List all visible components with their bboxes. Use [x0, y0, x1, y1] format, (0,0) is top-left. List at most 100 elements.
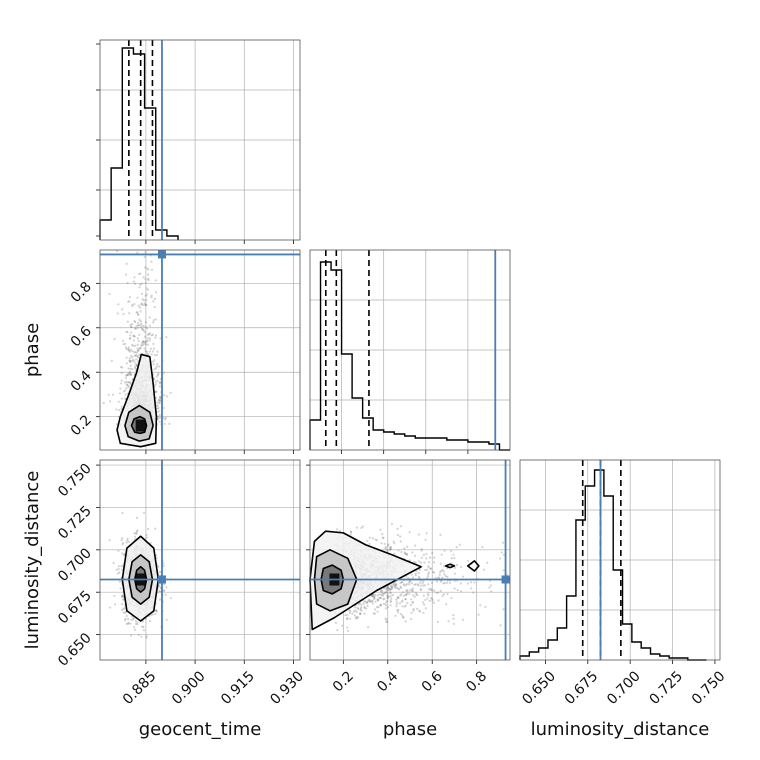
sample-point [354, 609, 357, 612]
sample-point [348, 609, 351, 612]
sample-point [140, 326, 143, 329]
sample-point [124, 273, 128, 276]
sample-point [440, 570, 443, 573]
sample-point [122, 595, 125, 598]
sample-point [438, 573, 441, 576]
sample-point [128, 300, 131, 303]
sample-point [404, 620, 407, 623]
sample-point [120, 603, 124, 606]
sample-point [438, 571, 442, 574]
sample-point [459, 582, 462, 585]
sample-point [113, 338, 116, 341]
sample-point [146, 267, 149, 270]
sample-point [401, 590, 405, 594]
sample-point [142, 299, 146, 302]
sample-point [363, 612, 366, 615]
sample-point [144, 343, 147, 346]
sample-point [389, 591, 392, 594]
sample-point [135, 324, 138, 327]
sample-point [133, 360, 136, 363]
sample-point [418, 568, 422, 571]
sample-point [123, 619, 127, 622]
sample-point [135, 530, 139, 533]
sample-point [138, 324, 141, 327]
sample-point [144, 340, 147, 343]
sample-point [396, 533, 400, 537]
sample-point [455, 563, 458, 567]
sample-point [442, 565, 446, 568]
sample-point [418, 610, 422, 613]
sample-point [154, 380, 157, 383]
sample-point [363, 605, 366, 608]
sample-point [159, 382, 162, 385]
sample-point [420, 548, 423, 551]
sample-point [422, 594, 425, 597]
sample-point [126, 374, 129, 377]
sample-point [423, 561, 426, 564]
sample-point [155, 609, 158, 612]
sample-point [381, 594, 384, 597]
sample-point [131, 343, 134, 347]
y-tick-label: 0.8 [68, 279, 95, 306]
sample-point [143, 266, 147, 269]
sample-point [158, 398, 161, 402]
sample-point [135, 351, 138, 354]
histogram-phase [309, 250, 510, 454]
sample-point [137, 340, 140, 343]
sample-point [395, 583, 398, 586]
panel-frame [99, 39, 301, 241]
sample-point [158, 401, 161, 404]
sample-point [158, 590, 161, 593]
sample-point [102, 401, 105, 405]
sample-point [142, 276, 145, 279]
sample-point [453, 572, 456, 575]
sample-point [137, 272, 141, 276]
sample-point [498, 557, 502, 560]
density-peak [135, 419, 146, 432]
sample-point [122, 607, 125, 610]
sample-point [385, 586, 388, 589]
sample-point [153, 378, 156, 381]
sample-point [131, 378, 134, 381]
sample-point [373, 608, 377, 611]
sample-point [403, 551, 406, 554]
sample-point [427, 572, 430, 575]
sample-point [153, 354, 156, 357]
sample-point [390, 586, 394, 589]
sample-point [145, 340, 148, 343]
sample-point [127, 349, 130, 352]
sample-point [426, 565, 430, 568]
sample-point [375, 606, 379, 609]
sample-point [154, 367, 158, 370]
y-tick-label: 0.725 [55, 503, 95, 543]
histogram-geocent_time [96, 40, 300, 244]
sample-point [143, 347, 146, 350]
sample-point [127, 385, 130, 389]
sample-point [133, 532, 136, 535]
sample-point [378, 597, 381, 600]
sample-point [124, 374, 128, 377]
sample-point [143, 255, 146, 259]
sample-point [124, 376, 128, 380]
x-tick-label: 0.700 [604, 668, 644, 708]
sample-point [141, 620, 144, 623]
sample-point [118, 392, 122, 395]
sample-point [334, 621, 338, 624]
sample-point [439, 562, 442, 565]
sample-point [150, 260, 153, 263]
sample-point [356, 617, 359, 620]
sample-point [135, 364, 138, 367]
sample-point [376, 599, 380, 602]
sample-point [348, 611, 351, 615]
sample-point [162, 394, 166, 397]
sample-point [355, 526, 359, 529]
sample-point [439, 589, 442, 592]
sample-point [124, 389, 127, 392]
sample-point [120, 397, 123, 400]
y-tick-label: 0.750 [55, 461, 95, 501]
sample-point [133, 320, 136, 323]
sample-point [413, 561, 416, 564]
sample-point [128, 372, 131, 375]
sample-point [140, 303, 143, 306]
sample-point [163, 422, 167, 425]
